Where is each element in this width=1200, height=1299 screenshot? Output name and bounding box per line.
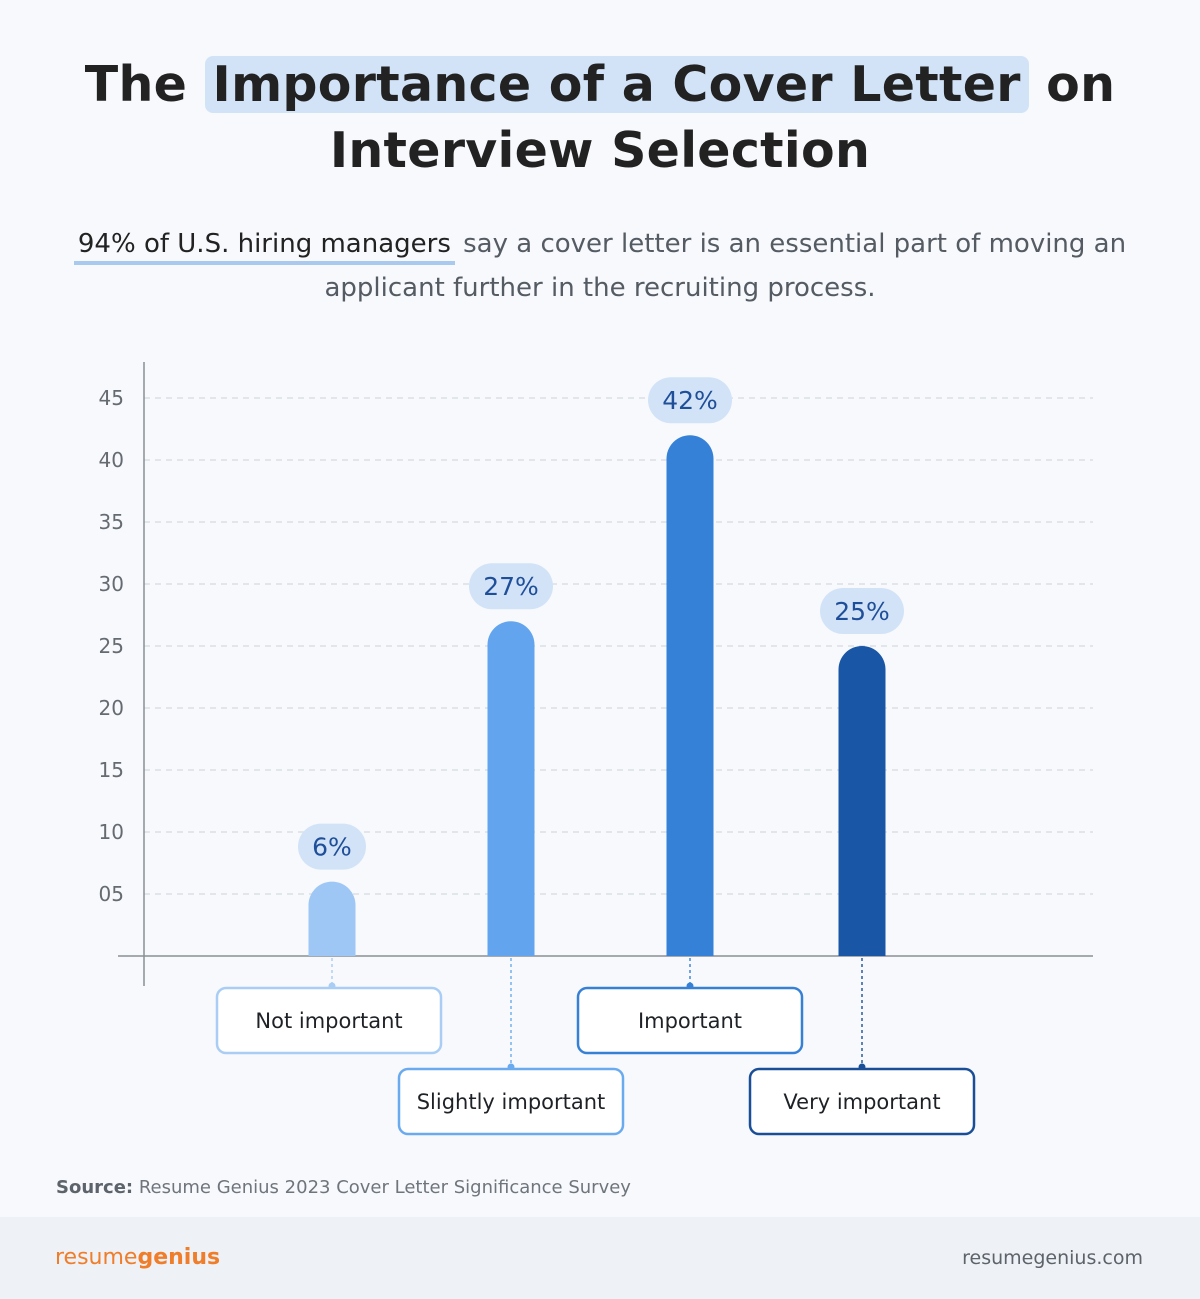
category-label: Important — [638, 1009, 742, 1033]
y-tick-label: 30 — [99, 572, 124, 596]
y-tick-label: 05 — [99, 882, 124, 906]
value-label-pill — [820, 588, 904, 634]
y-tick-label: 10 — [99, 820, 124, 844]
y-tick-label: 45 — [99, 386, 124, 410]
subtitle-rest: say a cover letter is an essential part … — [324, 229, 1127, 303]
y-tick-label: 35 — [99, 510, 124, 534]
y-tick-label: 20 — [99, 696, 124, 720]
brand-bold: genius — [137, 1245, 221, 1270]
bar — [666, 435, 714, 956]
source-text: Resume Genius 2023 Cover Letter Signific… — [133, 1177, 631, 1198]
category-label: Not important — [255, 1009, 402, 1033]
bar — [838, 646, 886, 956]
title-highlight: Importance of a Cover Letter — [204, 56, 1029, 113]
brand-light: resume — [55, 1245, 138, 1270]
chart-subtitle: 94% of U.S. hiring managers say a cover … — [55, 222, 1145, 310]
title-line-1: The Importance of a Cover Letter on — [0, 52, 1200, 118]
bar — [308, 881, 356, 956]
bar — [487, 621, 535, 956]
brand-logo[interactable]: resumegenius — [55, 1245, 220, 1270]
y-tick-label: 15 — [99, 758, 124, 782]
site-url[interactable]: resumegenius.com — [962, 1247, 1143, 1269]
value-label-pill — [648, 377, 732, 424]
category-box — [215, 986, 443, 1055]
subtitle-lead: 94% of U.S. hiring managers — [73, 229, 455, 265]
category-label: Very important — [783, 1090, 940, 1114]
value-label-pill — [469, 563, 553, 610]
bar-chart: 05 10 15 20 25 30 35 40 45 6% Not important 27% Slig… — [99, 362, 1093, 1136]
title-post: on — [1028, 56, 1116, 113]
value-label: 6% — [312, 833, 352, 862]
title-line-2: Interview Selection — [329, 122, 871, 179]
footer: resumegenius resumegenius.com — [0, 1217, 1200, 1299]
category-box — [397, 1067, 625, 1136]
category-box — [576, 986, 804, 1055]
value-label: 25% — [834, 597, 890, 626]
title-pre: The — [84, 56, 205, 113]
y-tick-label: 25 — [99, 634, 124, 658]
chart-title: The Importance of a Cover Letter on Inte… — [0, 52, 1200, 184]
source-note: Source: Resume Genius 2023 Cover Letter … — [56, 1177, 631, 1198]
value-label: 42% — [662, 386, 718, 415]
y-tick-label: 40 — [99, 448, 124, 472]
category-label: Slightly important — [417, 1090, 606, 1114]
value-label: 27% — [483, 572, 539, 601]
value-label-pill — [298, 823, 366, 870]
category-box — [748, 1067, 976, 1136]
source-label: Source: — [56, 1177, 134, 1198]
